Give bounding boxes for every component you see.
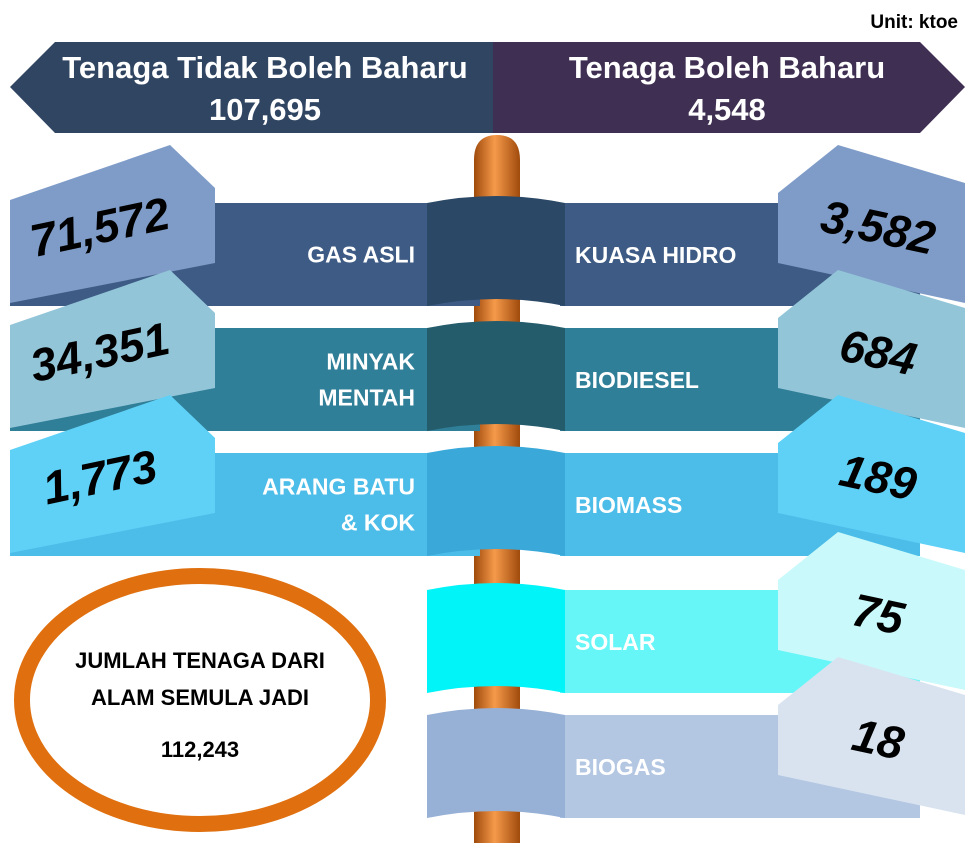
pole-cylinder [427,583,565,693]
total-label: JUMLAH TENAGA DARI [75,648,325,673]
right-item-label: SOLAR [575,629,656,655]
right-tag-shape [778,270,965,428]
right-tag-shape [778,395,965,553]
right-tag-shape [778,657,965,815]
right-item-label: KUASA HIDRO [575,242,736,268]
left-item-label: ARANG BATU [262,474,415,500]
left-item-label: MINYAK [326,349,415,375]
total-value: 112,243 [161,737,239,762]
left-item-label: GAS ASLI [307,242,415,268]
left-item-label: MENTAH [318,385,415,411]
left-tag-shape [10,145,215,303]
total-label: ALAM SEMULA JADI [91,685,309,710]
pole-cylinder [427,708,565,818]
right-header-title: Tenaga Boleh Baharu [569,50,885,85]
right-tag [778,532,965,690]
left-header-value: 107,695 [209,92,321,127]
left-header-title: Tenaga Tidak Boleh Baharu [62,50,467,85]
right-header-banner [493,42,965,133]
right-tag [778,270,965,428]
right-tag [778,395,965,553]
right-tag [778,145,965,303]
unit-label: Unit: ktoe [870,12,958,33]
right-item-label: BIODIESEL [575,367,699,393]
pole-cylinder [427,196,565,306]
left-tag-shape [10,270,215,428]
right-header-value: 4,548 [688,92,766,127]
right-tag-shape [778,532,965,690]
right-item-value: 75 [848,583,910,645]
right-item-label: BIOMASS [575,492,682,518]
left-header-banner [10,42,493,133]
right-tag-shape [778,145,965,303]
total-ellipse [14,568,386,832]
right-item-value: 18 [848,708,909,770]
pole-cylinder [427,446,565,556]
right-item-label: BIOGAS [575,754,666,780]
pole-cylinder [427,321,565,431]
left-item-label: & KOK [341,510,416,536]
right-tag [778,657,965,815]
left-tag-shape [10,395,215,553]
